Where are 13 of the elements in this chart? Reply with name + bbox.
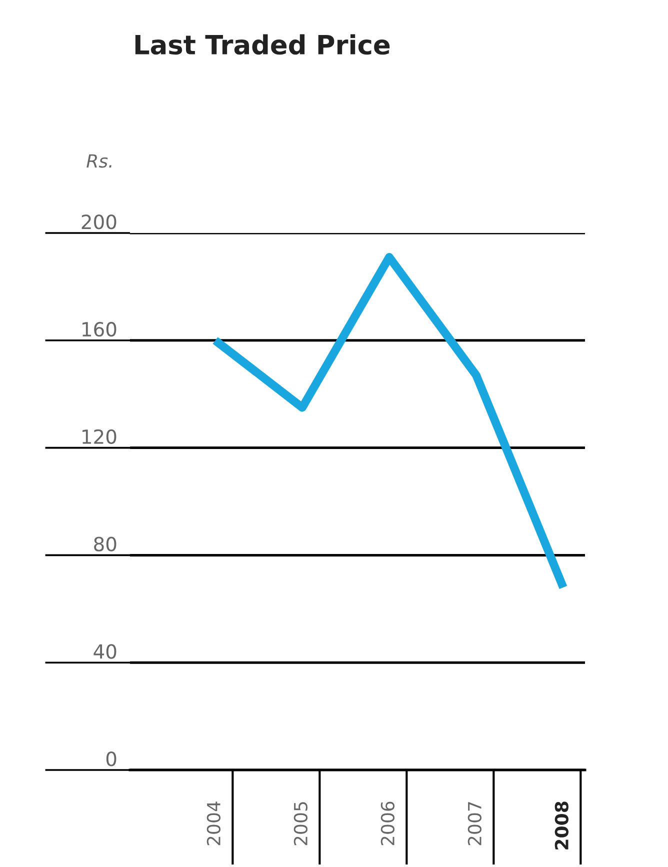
x-tick-label: 2005 xyxy=(294,802,308,846)
x-tick-label: 2004 xyxy=(206,802,220,846)
y-tick-label: 0 xyxy=(106,752,116,766)
x-tick-label: 2007 xyxy=(468,802,482,846)
x-tick-label: 2008 xyxy=(554,802,568,850)
y-tick-label: 200 xyxy=(82,214,116,230)
y-axis-title: Rs. xyxy=(86,154,112,168)
chart-title: Last Traded Price xyxy=(135,34,390,55)
y-tick-label: 80 xyxy=(94,536,116,552)
y-tick-label: 120 xyxy=(82,429,116,444)
y-tick-label: 160 xyxy=(82,322,116,337)
y-tick-label: 40 xyxy=(94,644,116,659)
x-tick-label: 2006 xyxy=(380,802,394,846)
